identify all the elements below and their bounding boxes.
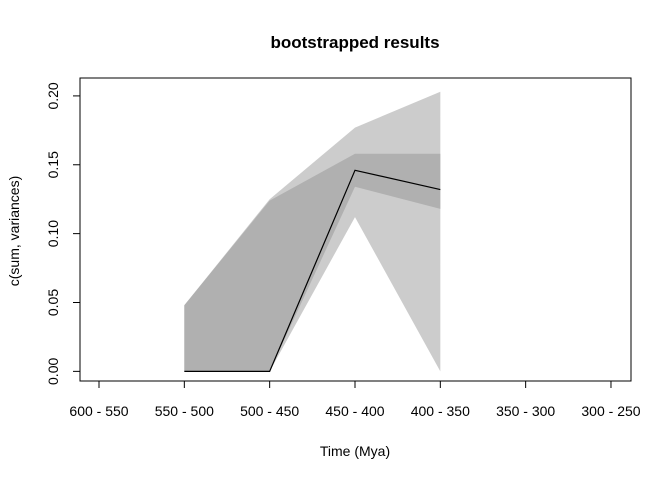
y-axis-label: c(sum, variances) [6,176,22,286]
confidence-bands [184,91,441,372]
y-tick-label: 0.05 [45,289,61,316]
chart-title: bootstrapped results [270,33,439,52]
x-tick-label: 400 - 350 [411,403,470,419]
confidence-band-2 [184,153,441,372]
plot-box [79,77,632,382]
x-tick-label: 500 - 450 [240,403,299,419]
y-tick-label: 0.00 [45,358,61,385]
x-axis: 600 - 550 550 - 500 500 - 450 450 - 400 400 … [69,380,641,419]
mean-line-layer [184,169,441,372]
x-tick-label: 600 - 550 [69,403,128,419]
x-tick-label: 350 - 300 [496,403,555,419]
x-tick-label: 450 - 400 [325,403,384,419]
x-tick-label: 300 - 250 [581,403,640,419]
x-axis-label: Time (Mya) [320,443,390,459]
y-tick-label: 0.10 [45,220,61,247]
y-tick-label: 0.20 [45,82,61,109]
x-tick-label: 550 - 500 [155,403,214,419]
y-tick-label: 0.15 [45,151,61,178]
mean-line [184,169,441,372]
y-axis: 0.00 0.05 0.10 0.15 0.20 [45,82,81,385]
